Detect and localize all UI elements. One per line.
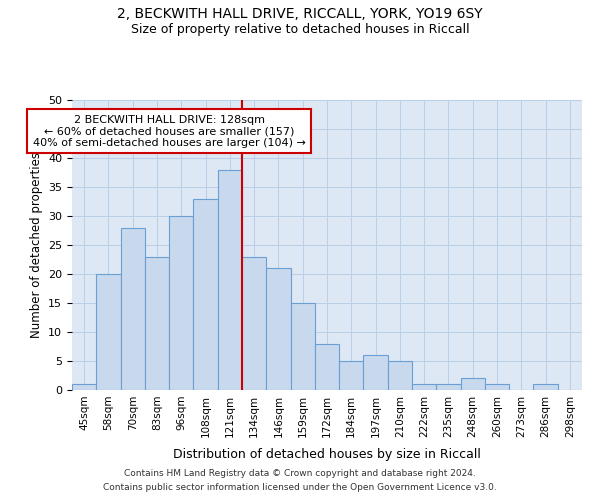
Bar [193,198,218,390]
Bar [461,378,485,390]
Bar [315,344,339,390]
Bar [339,361,364,390]
Bar [242,256,266,390]
Bar [121,228,145,390]
Y-axis label: Number of detached properties: Number of detached properties [29,152,43,338]
Bar [436,384,461,390]
Bar [290,303,315,390]
Bar [145,256,169,390]
Bar [485,384,509,390]
Text: Contains HM Land Registry data © Crown copyright and database right 2024.: Contains HM Land Registry data © Crown c… [124,468,476,477]
Text: Size of property relative to detached houses in Riccall: Size of property relative to detached ho… [131,22,469,36]
Bar [412,384,436,390]
Text: 2, BECKWITH HALL DRIVE, RICCALL, YORK, YO19 6SY: 2, BECKWITH HALL DRIVE, RICCALL, YORK, Y… [117,8,483,22]
Bar [96,274,121,390]
Bar [266,268,290,390]
Text: 2 BECKWITH HALL DRIVE: 128sqm
← 60% of detached houses are smaller (157)
40% of : 2 BECKWITH HALL DRIVE: 128sqm ← 60% of d… [33,114,305,148]
Text: Contains public sector information licensed under the Open Government Licence v3: Contains public sector information licen… [103,484,497,492]
Bar [364,355,388,390]
Bar [72,384,96,390]
Bar [169,216,193,390]
Bar [218,170,242,390]
X-axis label: Distribution of detached houses by size in Riccall: Distribution of detached houses by size … [173,448,481,461]
Bar [388,361,412,390]
Bar [533,384,558,390]
